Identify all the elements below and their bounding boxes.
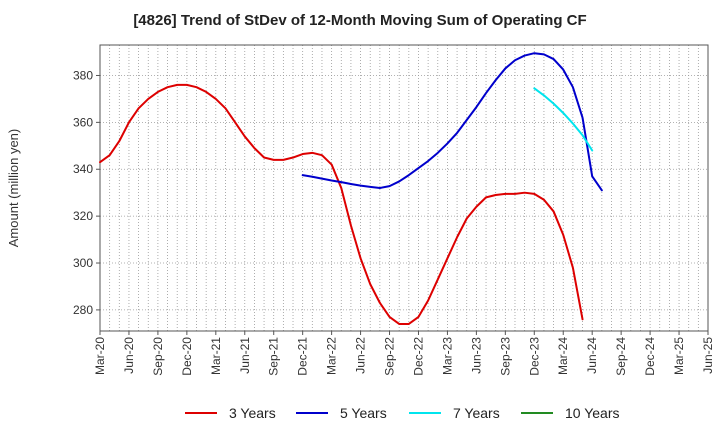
legend-swatch-3-years <box>185 412 217 414</box>
series-line-3-years <box>99 83 584 325</box>
y-axis-label: Amount (million yen) <box>6 129 21 248</box>
x-tick-label: Jun-24 <box>585 337 599 374</box>
y-tick-label: 340 <box>73 162 93 176</box>
series-line-5-years <box>301 52 603 192</box>
x-tick-label: Sep-20 <box>151 337 165 376</box>
plot-area <box>100 45 708 331</box>
x-tick-label: Mar-22 <box>325 337 339 375</box>
legend-label-10-years: 10 Years <box>565 405 620 421</box>
legend-swatch-7-years <box>409 412 441 414</box>
legend-item-3-years: 3 Years <box>185 405 276 421</box>
series-line-7-years <box>533 87 594 152</box>
x-tick-label: Jun-25 <box>701 337 715 374</box>
x-tick-label: Jun-22 <box>354 337 368 374</box>
x-tick-label: Jun-21 <box>238 337 252 374</box>
legend-item-7-years: 7 Years <box>409 405 500 421</box>
legend-label-3-years: 3 Years <box>229 405 276 421</box>
x-tick-label: Mar-23 <box>440 337 454 375</box>
x-tick-label: Sep-23 <box>498 337 512 376</box>
chart-title: [4826] Trend of StDev of 12-Month Moving… <box>133 12 587 29</box>
legend-swatch-5-years <box>296 412 328 414</box>
x-tick-label: Mar-24 <box>556 337 570 375</box>
y-tick-label: 360 <box>73 115 93 129</box>
legend-label-5-years: 5 Years <box>340 405 387 421</box>
x-tick-label: Jun-20 <box>122 337 136 374</box>
x-tick-label: Dec-21 <box>296 337 310 376</box>
y-tick-label: 300 <box>73 256 93 270</box>
x-tick-label: Dec-20 <box>180 337 194 376</box>
x-tick-label: Dec-23 <box>527 337 541 376</box>
x-tick-label: Mar-25 <box>672 337 686 375</box>
y-tick-label: 320 <box>73 209 93 223</box>
x-tick-label: Sep-21 <box>267 337 281 376</box>
legend-swatch-10-years <box>521 412 553 414</box>
y-tick-label: 380 <box>73 68 93 82</box>
legend-item-5-years: 5 Years <box>296 405 387 421</box>
x-tick-label: Jun-23 <box>469 337 483 374</box>
x-tick-label: Mar-20 <box>93 337 107 375</box>
y-tick-label: 280 <box>73 303 93 317</box>
x-tick-label: Mar-21 <box>209 337 223 375</box>
x-tick-label: Sep-22 <box>383 337 397 376</box>
x-tick-label: Dec-22 <box>411 337 425 376</box>
legend-label-7-years: 7 Years <box>453 405 500 421</box>
legend-item-10-years: 10 Years <box>521 405 620 421</box>
x-tick-label: Sep-24 <box>614 337 628 376</box>
x-tick-label: Dec-24 <box>643 337 657 376</box>
legend: 3 Years 5 Years 7 Years 10 Years <box>0 405 720 425</box>
plot-frame <box>99 44 709 332</box>
